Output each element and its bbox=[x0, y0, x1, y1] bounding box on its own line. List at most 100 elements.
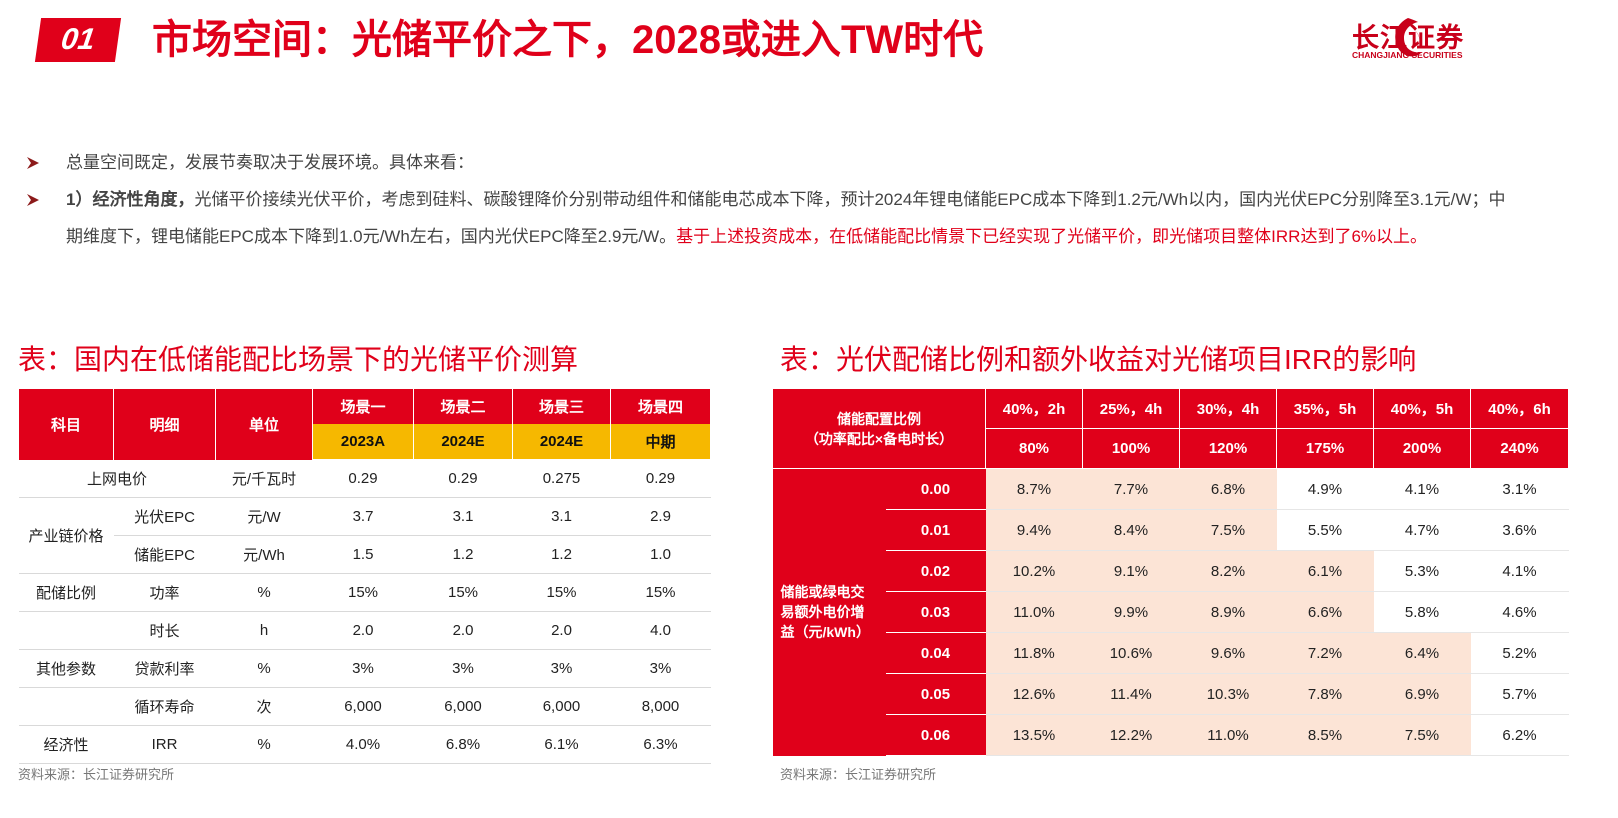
bullet-arrow bbox=[27, 157, 39, 169]
value-cell: 10.6% bbox=[1082, 632, 1180, 674]
page-title: 市场空间：光储平价之下，2028或进入TW时代 bbox=[152, 18, 984, 62]
bullet-text: 1）经济性角度， bbox=[66, 190, 195, 209]
value-cell: 6,000 bbox=[512, 687, 611, 726]
increment-cell: 0.04 bbox=[885, 632, 986, 674]
bullet-text: 基于上述投资成本，在低储能配比情景下已经实现了光储平价，即光储项目整体IRR达到… bbox=[676, 227, 1428, 246]
header-cell: 35%，5h bbox=[1276, 388, 1374, 429]
body-row: 0.04 11.8% 10.6% 9.6% 7.2% 6.4% 5.2% bbox=[773, 632, 1569, 674]
period-cell: 2024E bbox=[413, 424, 513, 460]
bullet-list: 总量空间既定，发展节奏取决于发展环境。具体来看： 1）经济性角度，光储平价接续光伏… bbox=[26, 144, 1516, 255]
value-cell: 3% bbox=[512, 649, 611, 688]
detail-cell: 时长 bbox=[113, 611, 216, 650]
value-cell: 8.9% bbox=[1179, 591, 1277, 633]
value-cell: 3.7 bbox=[312, 497, 414, 536]
subject-cell: 上网电价 bbox=[18, 459, 216, 498]
value-cell: 8,000 bbox=[610, 687, 711, 726]
value-cell: 7.2% bbox=[1276, 632, 1374, 674]
body-row: 时长 h 2.0 2.0 2.0 4.0 bbox=[18, 611, 711, 650]
body-row: 储能EPC 元/Wh 1.5 1.2 1.2 1.0 bbox=[19, 535, 711, 574]
value-cell: 4.1% bbox=[1470, 550, 1569, 592]
corner-line: 储能配置比例 bbox=[837, 410, 921, 427]
value-cell: 4.9% bbox=[1276, 468, 1374, 510]
value-cell: 15% bbox=[610, 573, 711, 612]
header-cell: 30%，4h bbox=[1179, 388, 1277, 429]
header-cell: 明细 bbox=[113, 388, 216, 460]
body-row: 0.06 13.5% 12.2% 11.0% 8.5% 7.5% 6.2% bbox=[773, 714, 1569, 756]
value-cell: 5.8% bbox=[1373, 591, 1471, 633]
header-cell: 40%，6h bbox=[1470, 388, 1569, 429]
increment-cell: 0.03 bbox=[885, 591, 986, 633]
period-cell: 2023A bbox=[312, 424, 414, 460]
increment-cell: 0.01 bbox=[885, 509, 986, 551]
detail-cell: IRR bbox=[113, 725, 216, 764]
value-cell: 15% bbox=[512, 573, 611, 612]
header-row: 2023A 2024E 2024E 中期 bbox=[19, 424, 711, 460]
header-cell: 科目 bbox=[18, 388, 114, 460]
value-cell: 7.5% bbox=[1373, 714, 1471, 756]
value-cell: 6.9% bbox=[1373, 673, 1471, 715]
corner-cell: 储能配置比例 （功率配比×备电时长） bbox=[772, 388, 986, 469]
value-cell: 0.29 bbox=[312, 459, 414, 498]
period-cell: 中期 bbox=[610, 424, 711, 460]
value-cell: 8.5% bbox=[1276, 714, 1374, 756]
value-cell: 6,000 bbox=[413, 687, 513, 726]
bullet-arrow bbox=[27, 194, 39, 206]
header-cell: 40%，2h bbox=[985, 388, 1083, 429]
value-cell: 10.2% bbox=[985, 550, 1083, 592]
body-row: 0.05 12.6% 11.4% 10.3% 7.8% 6.9% 5.7% bbox=[773, 673, 1569, 715]
value-cell: 4.6% bbox=[1470, 591, 1569, 633]
value-cell: 4.0 bbox=[610, 611, 711, 650]
header-cell: 40%，5h bbox=[1373, 388, 1471, 429]
value-cell: 0.29 bbox=[413, 459, 513, 498]
value-cell: 9.9% bbox=[1082, 591, 1180, 633]
value-cell: 13.5% bbox=[985, 714, 1083, 756]
value-cell: 10.3% bbox=[1179, 673, 1277, 715]
unit-cell: h bbox=[215, 611, 313, 650]
body-row: 其他参数 贷款利率% 3% 3% 3% 3% bbox=[18, 649, 711, 688]
value-cell: 15% bbox=[413, 573, 513, 612]
value-cell: 5.5% bbox=[1276, 509, 1374, 551]
source-note: 资料来源：长江证券研究所 bbox=[780, 767, 937, 782]
body-row: 产业链价格 光伏EPC 元/W 3.7 3.1 3.1 2.9 bbox=[18, 497, 711, 574]
bullet: 1）经济性角度，光储平价接续光伏平价，考虑到硅料、碳酸锂降价分别带动组件和储能电… bbox=[26, 181, 1516, 255]
section-badge: 01 bbox=[34, 18, 122, 62]
value-cell: 11.0% bbox=[985, 591, 1083, 633]
value-cell: 3% bbox=[413, 649, 513, 688]
value-cell: 12.2% bbox=[1082, 714, 1180, 756]
value-cell: 3% bbox=[610, 649, 711, 688]
header-cell: 200% bbox=[1373, 428, 1471, 469]
header-cell: 80% bbox=[985, 428, 1083, 469]
value-cell: 3% bbox=[312, 649, 414, 688]
detail-cell: 功率 bbox=[113, 573, 216, 612]
body-row: 配储比例 功率% 15% 15% 15% 15% bbox=[18, 573, 711, 612]
value-cell: 4.1% bbox=[1373, 468, 1471, 510]
unit-cell: % bbox=[215, 573, 313, 612]
value-cell: 8.7% bbox=[985, 468, 1083, 510]
value-cell: 6.6% bbox=[1276, 591, 1374, 633]
body-row: 经济性 IRR% 4.0% 6.8% 6.1% 6.3% bbox=[18, 725, 711, 764]
header-cell: 240% bbox=[1470, 428, 1569, 469]
logo-mark bbox=[1395, 18, 1422, 57]
value-cell: 11.4% bbox=[1082, 673, 1180, 715]
detail-cell: 储能EPC bbox=[113, 535, 216, 574]
value-cell: 6.2% bbox=[1470, 714, 1569, 756]
value-cell: 2.0 bbox=[413, 611, 513, 650]
unit-cell: 次 bbox=[215, 687, 313, 726]
value-cell: 11.0% bbox=[1179, 714, 1277, 756]
value-cell: 6.1% bbox=[512, 725, 611, 764]
value-cell: 1.5 bbox=[312, 535, 414, 574]
price-table: 科目 明细 单位 场景一 场景二 场景三 场景四 2023A 2024E 2024E 中期 上网电价元… bbox=[18, 388, 711, 764]
value-cell: 12.6% bbox=[985, 673, 1083, 715]
subject-cell bbox=[18, 611, 114, 650]
subject-cell bbox=[18, 687, 114, 726]
value-cell: 6.4% bbox=[1373, 632, 1471, 674]
bullet-text: 光储平价接续光伏平价，考虑到硅料、碳酸锂降价分别带动组件和储能电芯成本下降，预计… bbox=[66, 190, 1506, 246]
value-cell: 3.6% bbox=[1470, 509, 1569, 551]
value-cell: 5.2% bbox=[1470, 632, 1569, 674]
value-cell: 1.2 bbox=[512, 535, 611, 574]
table-title: 表：光伏配储比例和额外收益对光储项目IRR的影响 bbox=[780, 344, 1417, 375]
header-cell: 100% bbox=[1082, 428, 1180, 469]
header-cell: 120% bbox=[1179, 428, 1277, 469]
period-cell: 2024E bbox=[512, 424, 611, 460]
